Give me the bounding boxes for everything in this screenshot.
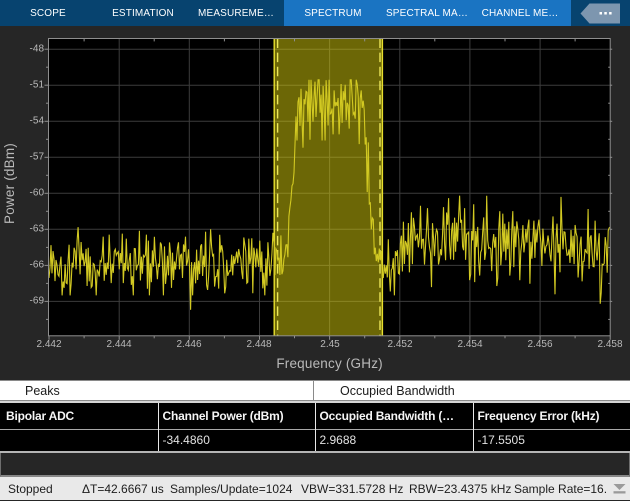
svg-text:Power (dBm): Power (dBm) <box>2 143 17 224</box>
svg-text:Frequency (GHz): Frequency (GHz) <box>276 356 383 371</box>
